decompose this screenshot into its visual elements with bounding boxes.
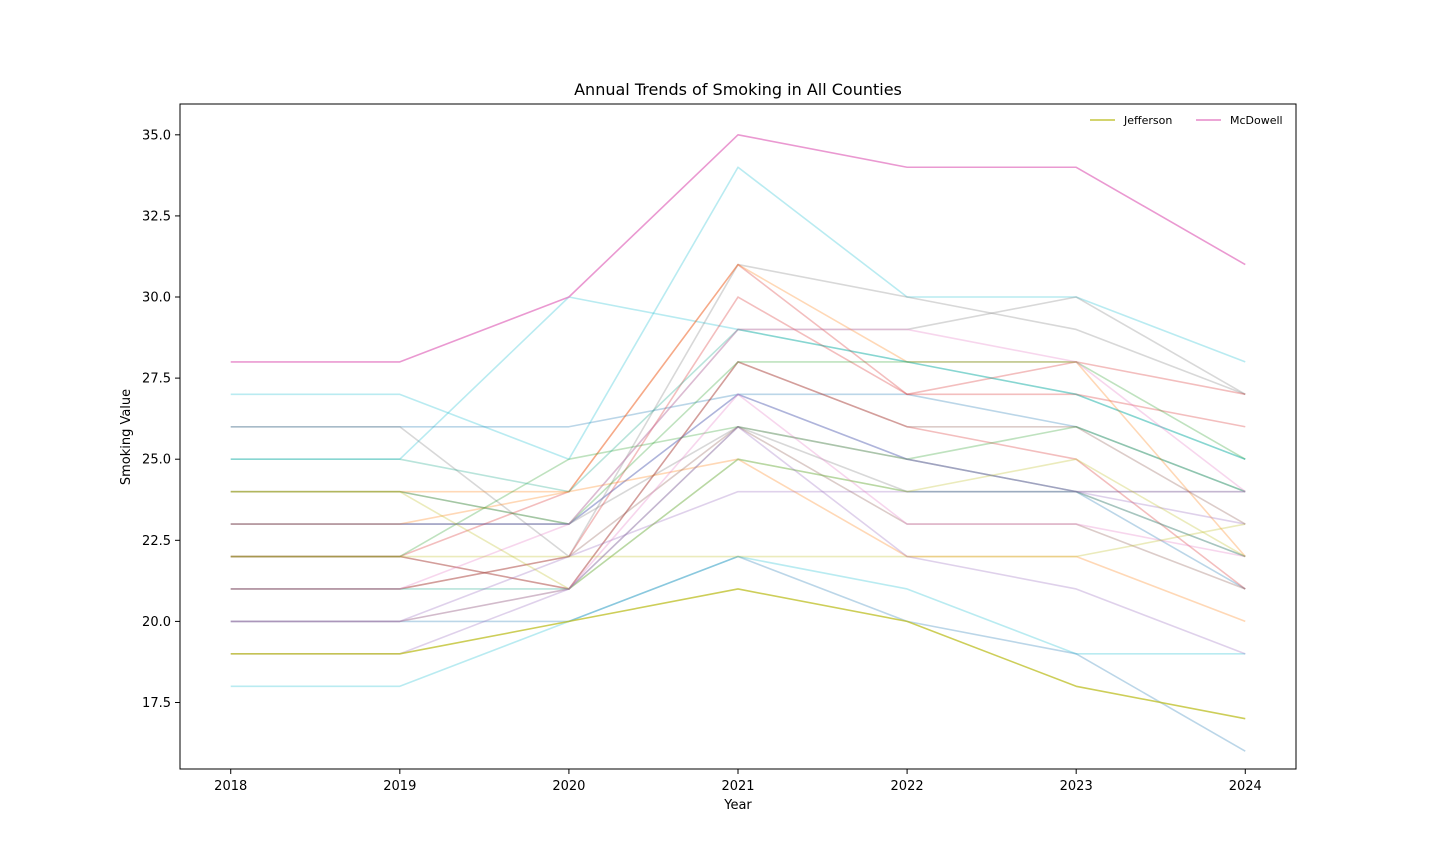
series-line-27 — [230, 458, 1246, 590]
series-line-7 — [230, 393, 1246, 590]
series-line-20 — [230, 328, 1246, 493]
y-tick-label: 35.0 — [142, 128, 171, 143]
series-line-23 — [230, 490, 1246, 623]
series-line-15 — [230, 458, 1246, 623]
series-line-3 — [230, 555, 1246, 688]
x-tick-label: 2021 — [721, 779, 754, 794]
series-layer — [230, 134, 1246, 752]
y-tick-label: 30.0 — [142, 291, 171, 306]
series-line-2 — [230, 166, 1246, 461]
series-line-13 — [230, 361, 1246, 590]
y-tick-label: 22.5 — [142, 534, 171, 549]
y-tick-label: 32.5 — [142, 209, 171, 224]
series-line-24 — [230, 328, 1246, 590]
series-line-9 — [230, 296, 1246, 525]
x-axis-label: Year — [723, 798, 752, 813]
series-line-10 — [230, 425, 1246, 525]
x-tick-label: 2023 — [1060, 779, 1093, 794]
series-line-4 — [230, 296, 1246, 461]
series-line-11 — [230, 263, 1246, 558]
series-line-14 — [230, 263, 1246, 558]
y-axis-label: Smoking Value — [119, 389, 134, 485]
series-line-18 — [230, 361, 1246, 525]
legend-label-jefferson: Jefferson — [1123, 114, 1172, 127]
x-tick-label: 2022 — [891, 779, 924, 794]
series-line-jefferson — [230, 588, 1246, 720]
x-tick-label: 2020 — [552, 779, 585, 794]
series-line-28 — [230, 425, 1246, 623]
series-line-12 — [230, 296, 1246, 590]
series-line-21 — [230, 458, 1246, 590]
y-tick-label: 17.5 — [142, 696, 171, 711]
y-tick-label: 27.5 — [142, 372, 171, 387]
series-line-26 — [230, 523, 1246, 558]
plot-frame — [179, 103, 1297, 770]
legend: Jefferson McDowell — [1090, 114, 1283, 127]
y-axis: 17.5 20.0 22.5 25.0 27.5 30.0 32.5 35.0 — [142, 128, 180, 711]
legend-label-mcdowell: McDowell — [1230, 114, 1283, 127]
series-line-16 — [230, 361, 1246, 590]
series-line-29 — [230, 425, 1246, 655]
series-line-19 — [230, 425, 1246, 558]
series-line-22 — [230, 393, 1246, 525]
x-tick-label: 2018 — [214, 779, 247, 794]
y-tick-label: 25.0 — [142, 453, 171, 468]
x-tick-label: 2019 — [383, 779, 416, 794]
series-line-6 — [230, 555, 1246, 752]
series-line-mcdowell — [230, 134, 1246, 363]
series-line-17 — [230, 425, 1246, 590]
x-axis: 2018 2019 2020 2021 2022 2023 2024 — [214, 769, 1262, 794]
y-tick-label: 20.0 — [142, 615, 171, 630]
series-line-5 — [230, 393, 1246, 493]
series-line-8 — [230, 263, 1246, 558]
series-line-25 — [230, 393, 1246, 623]
x-tick-label: 2024 — [1229, 779, 1262, 794]
chart-title: Annual Trends of Smoking in All Counties — [574, 80, 902, 99]
